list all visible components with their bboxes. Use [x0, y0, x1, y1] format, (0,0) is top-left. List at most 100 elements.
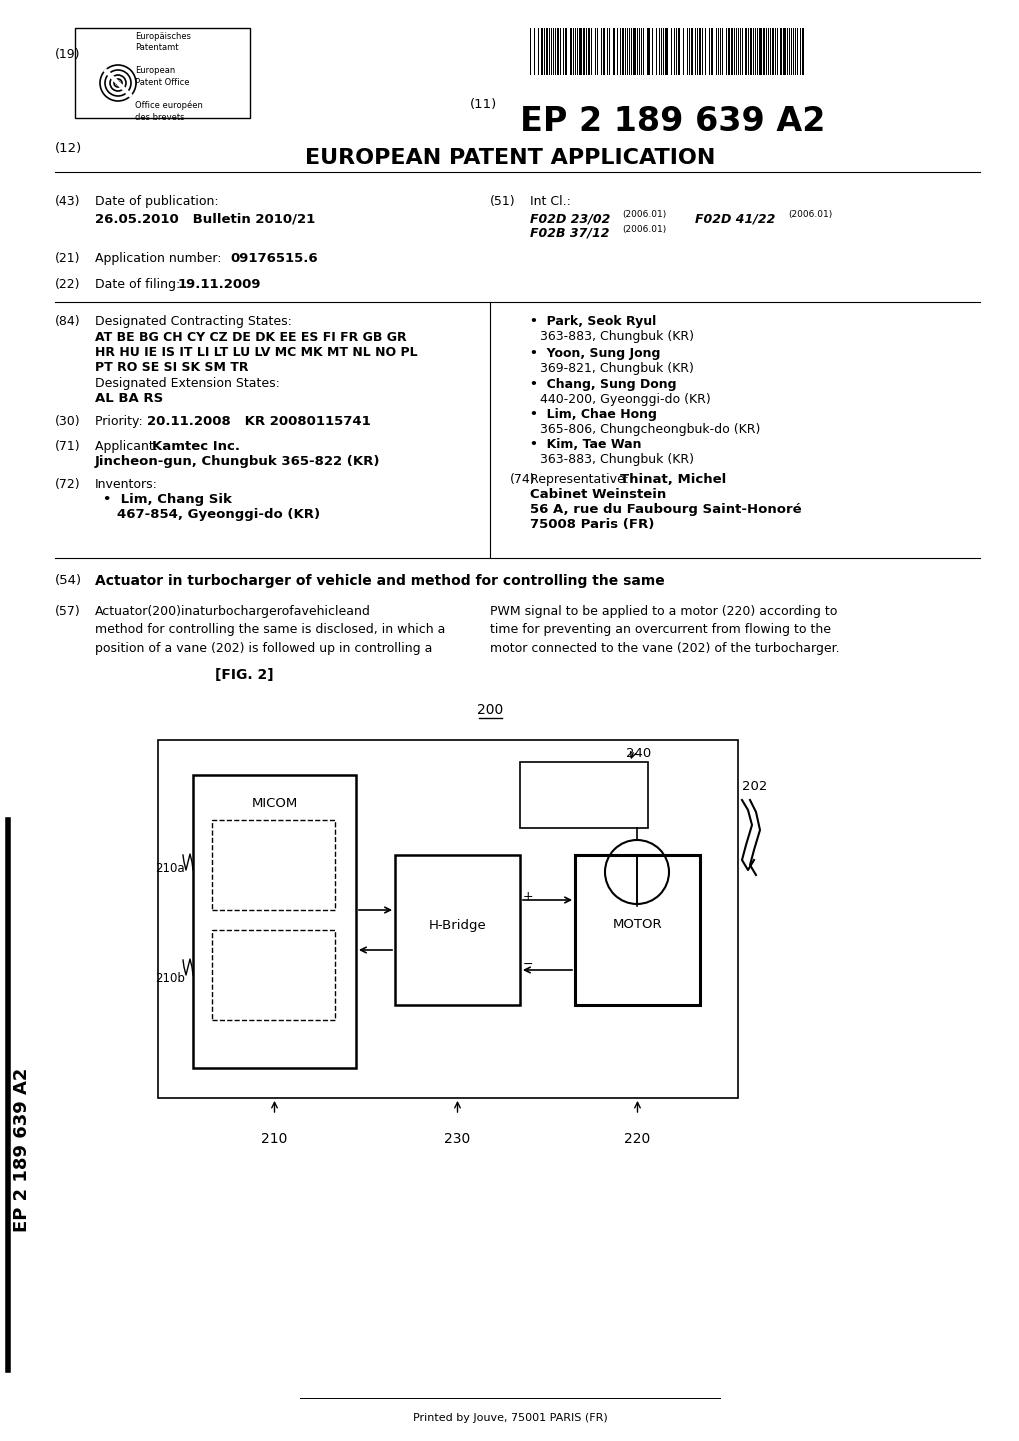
- Text: 363-883, Chungbuk (KR): 363-883, Chungbuk (KR): [539, 330, 693, 343]
- Text: (21): (21): [55, 252, 81, 265]
- Text: Designated Extension States:: Designated Extension States:: [95, 378, 279, 391]
- Text: Priority:: Priority:: [95, 415, 151, 428]
- Text: •  Yoon, Sung Jong: • Yoon, Sung Jong: [530, 347, 659, 360]
- Bar: [212, 820, 334, 911]
- Bar: [771, 27, 773, 75]
- Bar: [540, 27, 542, 75]
- Bar: [212, 929, 334, 1020]
- Text: (2006.01): (2006.01): [622, 225, 665, 233]
- Bar: [612, 27, 614, 75]
- Bar: [587, 27, 589, 75]
- Text: EP 2 189 639 A2: EP 2 189 639 A2: [13, 1068, 31, 1232]
- Text: Application number:: Application number:: [95, 252, 225, 265]
- Text: −: −: [523, 958, 533, 971]
- Text: (2006.01): (2006.01): [622, 210, 665, 219]
- Bar: [780, 27, 782, 75]
- Text: 210: 210: [261, 1133, 287, 1146]
- Bar: [193, 775, 356, 1068]
- Text: Printed by Jouve, 75001 PARIS (FR): Printed by Jouve, 75001 PARIS (FR): [413, 1414, 606, 1424]
- Text: •  Chang, Sung Dong: • Chang, Sung Dong: [530, 378, 676, 391]
- Bar: [575, 855, 699, 1004]
- Text: HR HU IE IS IT LI LT LU LV MC MK MT NL NO PL: HR HU IE IS IT LI LT LU LV MC MK MT NL N…: [95, 346, 417, 359]
- Text: 26.05.2010   Bulletin 2010/21: 26.05.2010 Bulletin 2010/21: [95, 212, 315, 225]
- Text: (43): (43): [55, 195, 81, 208]
- Text: Europäisches
Patentamt

European
Patent Office

Office européen
des brevets: Europäisches Patentamt European Patent O…: [135, 32, 203, 122]
- Bar: [602, 27, 604, 75]
- Text: 467-854, Gyeonggi-do (KR): 467-854, Gyeonggi-do (KR): [117, 509, 320, 522]
- Text: 200: 200: [477, 703, 502, 718]
- Text: Jincheon-gun, Chungbuk 365-822 (KR): Jincheon-gun, Chungbuk 365-822 (KR): [95, 455, 380, 468]
- Bar: [749, 27, 751, 75]
- Text: Thinat, Michel: Thinat, Michel: [620, 473, 726, 486]
- Text: (84): (84): [55, 316, 81, 329]
- Text: (22): (22): [55, 278, 81, 291]
- Text: (19): (19): [55, 48, 81, 61]
- Text: •  Kim, Tae Wan: • Kim, Tae Wan: [530, 438, 641, 451]
- Bar: [783, 27, 786, 75]
- Text: F02D 41/22: F02D 41/22: [694, 212, 774, 225]
- Text: +: +: [523, 891, 533, 904]
- Text: •  Park, Seok Ryul: • Park, Seok Ryul: [530, 316, 655, 329]
- Text: Cabinet Weinstein: Cabinet Weinstein: [530, 488, 665, 501]
- Bar: [731, 27, 733, 75]
- Text: 19.11.2009: 19.11.2009: [178, 278, 261, 291]
- Text: EP 2 189 639 A2: EP 2 189 639 A2: [520, 105, 824, 138]
- Bar: [565, 27, 567, 75]
- Text: 440-200, Gyeonggi-do (KR): 440-200, Gyeonggi-do (KR): [539, 393, 710, 406]
- Text: Applicant:: Applicant:: [95, 440, 162, 452]
- Bar: [75, 27, 250, 118]
- Text: 210b: 210b: [155, 973, 184, 986]
- Bar: [698, 27, 700, 75]
- Bar: [801, 27, 803, 75]
- Bar: [728, 27, 730, 75]
- Bar: [583, 27, 585, 75]
- Text: PT RO SE SI SK SM TR: PT RO SE SI SK SM TR: [95, 362, 249, 375]
- Bar: [690, 27, 692, 75]
- Text: EUROPEAN PATENT APPLICATION: EUROPEAN PATENT APPLICATION: [305, 148, 714, 169]
- Text: (30): (30): [55, 415, 81, 428]
- Text: •  Lim, Chae Hong: • Lim, Chae Hong: [530, 408, 656, 421]
- Text: (51): (51): [489, 195, 516, 208]
- Text: (54): (54): [55, 574, 83, 586]
- Text: 230: 230: [444, 1133, 470, 1146]
- Bar: [545, 27, 547, 75]
- Text: 210a: 210a: [155, 862, 184, 875]
- Bar: [646, 27, 649, 75]
- Bar: [762, 27, 764, 75]
- Text: Actuator in turbocharger of vehicle and method for controlling the same: Actuator in turbocharger of vehicle and …: [95, 574, 664, 588]
- Text: (71): (71): [55, 440, 81, 452]
- Text: 75008 Paris (FR): 75008 Paris (FR): [530, 517, 654, 530]
- Text: (11): (11): [470, 98, 497, 111]
- Text: 202: 202: [741, 780, 766, 793]
- Bar: [570, 27, 572, 75]
- Text: (2006.01): (2006.01): [788, 210, 832, 219]
- Text: Inventors:: Inventors:: [95, 478, 158, 491]
- Text: 240: 240: [626, 746, 650, 759]
- Text: (74): (74): [510, 473, 535, 486]
- Bar: [678, 27, 680, 75]
- Bar: [579, 27, 582, 75]
- Text: Date of publication:: Date of publication:: [95, 195, 218, 208]
- Text: PWM signal to be applied to a motor (220) according to
time for preventing an ov: PWM signal to be applied to a motor (220…: [489, 605, 839, 656]
- Bar: [622, 27, 624, 75]
- Text: 20.11.2008   KR 20080115741: 20.11.2008 KR 20080115741: [147, 415, 370, 428]
- Bar: [664, 27, 667, 75]
- Text: MOTOR: MOTOR: [612, 918, 661, 931]
- Text: MICOM: MICOM: [251, 797, 298, 810]
- Text: (12): (12): [55, 143, 83, 156]
- Text: [FIG. 2]: [FIG. 2]: [215, 669, 273, 682]
- Text: (72): (72): [55, 478, 81, 491]
- Text: AL BA RS: AL BA RS: [95, 392, 163, 405]
- Text: •  Lim, Chang Sik: • Lim, Chang Sik: [103, 493, 231, 506]
- Text: Kamtec Inc.: Kamtec Inc.: [152, 440, 239, 452]
- Text: AT BE BG CH CY CZ DE DK EE ES FI FR GB GR: AT BE BG CH CY CZ DE DK EE ES FI FR GB G…: [95, 331, 407, 344]
- Text: 09176515.6: 09176515.6: [229, 252, 317, 265]
- Bar: [158, 741, 738, 1098]
- Bar: [744, 27, 746, 75]
- Bar: [758, 27, 761, 75]
- Text: Representative:: Representative:: [530, 473, 633, 486]
- Text: (57): (57): [55, 605, 81, 618]
- Text: H-Bridge: H-Bridge: [428, 918, 486, 931]
- Circle shape: [116, 81, 120, 85]
- Text: F02B 37/12: F02B 37/12: [530, 228, 609, 241]
